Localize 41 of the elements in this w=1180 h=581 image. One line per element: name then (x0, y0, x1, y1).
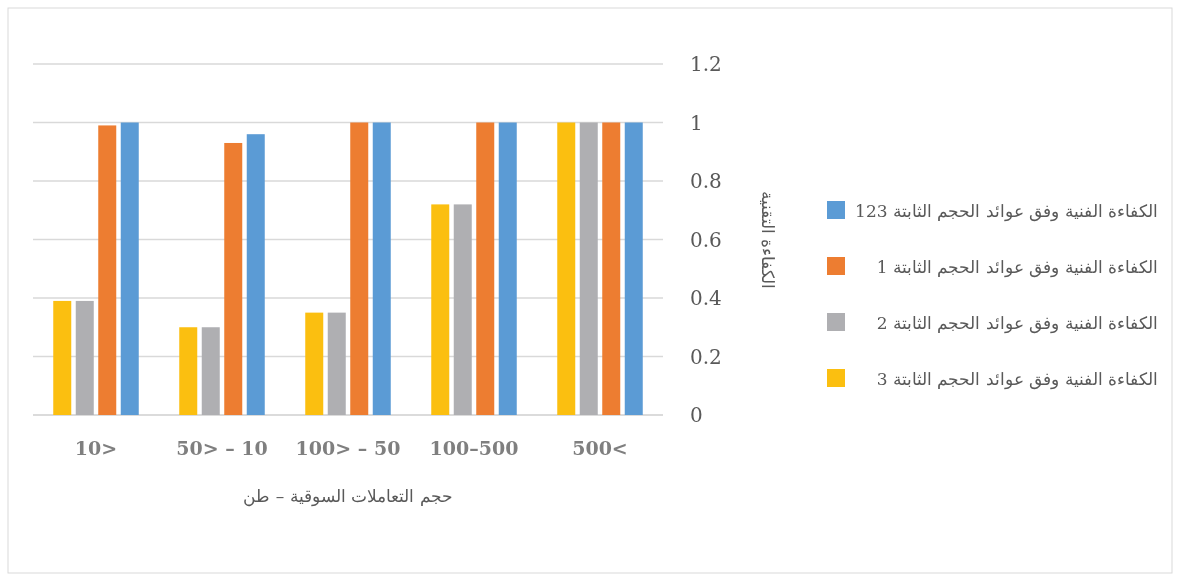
bar (557, 122, 576, 415)
legend-label: الكفاءة الفنية وفق عوائد الحجم الثابتة 1 (876, 257, 1158, 278)
x-tick-label: 100> – 50 (295, 437, 401, 459)
legend-label: الكفاءة الفنية وفق عوائد الحجم الثابتة 3 (876, 369, 1158, 390)
bar (98, 125, 117, 415)
bar (224, 142, 243, 415)
bar (453, 204, 472, 415)
bar (431, 204, 450, 415)
x-tick-label: 10> (74, 437, 118, 459)
y-tick-label: 0 (690, 403, 703, 427)
y-tick-label: 0.2 (690, 344, 722, 369)
bar (179, 327, 198, 415)
y-tick-label: 0.8 (690, 169, 722, 193)
legend-item: الكفاءة الفنية وفق عوائد الحجم الثابتة 2 (827, 313, 1158, 333)
bar (602, 122, 621, 415)
legend-item: الكفاءة الفنية وفق عوائد الحجم الثابتة 1 (827, 257, 1158, 277)
bar (120, 122, 139, 415)
bar (201, 327, 220, 415)
bar (75, 300, 94, 415)
bar (624, 122, 643, 415)
bar (327, 312, 346, 415)
legend-item: الكفاءة الفنية وفق عوائد الحجم الثابتة 123 (827, 201, 1158, 221)
bar (350, 122, 369, 415)
legend-item: الكفاءة الفنية وفق عوائد الحجم الثابتة 3 (827, 369, 1158, 389)
y-tick-label: 1 (690, 110, 703, 135)
y-tick-label: 0.6 (690, 227, 722, 252)
bar (246, 134, 265, 415)
x-tick-label: 500< (572, 437, 628, 459)
y-axis-title: الكفاءة التقنية (758, 190, 778, 290)
legend-label: الكفاءة الفنية وفق عوائد الحجم الثابتة 2 (876, 313, 1158, 334)
bar (53, 300, 72, 415)
x-tick-label: 50> – 10 (176, 437, 268, 459)
bar (372, 122, 391, 415)
bar (305, 312, 324, 415)
bar (498, 122, 517, 415)
x-axis-title: حجم التعاملات السوقية – طن (243, 486, 453, 507)
y-tick-label: 0.4 (690, 286, 722, 310)
x-tick-label: 100–500 (429, 437, 519, 459)
bar (476, 122, 495, 415)
bar (579, 122, 598, 415)
y-tick-label: 1.2 (690, 52, 722, 76)
